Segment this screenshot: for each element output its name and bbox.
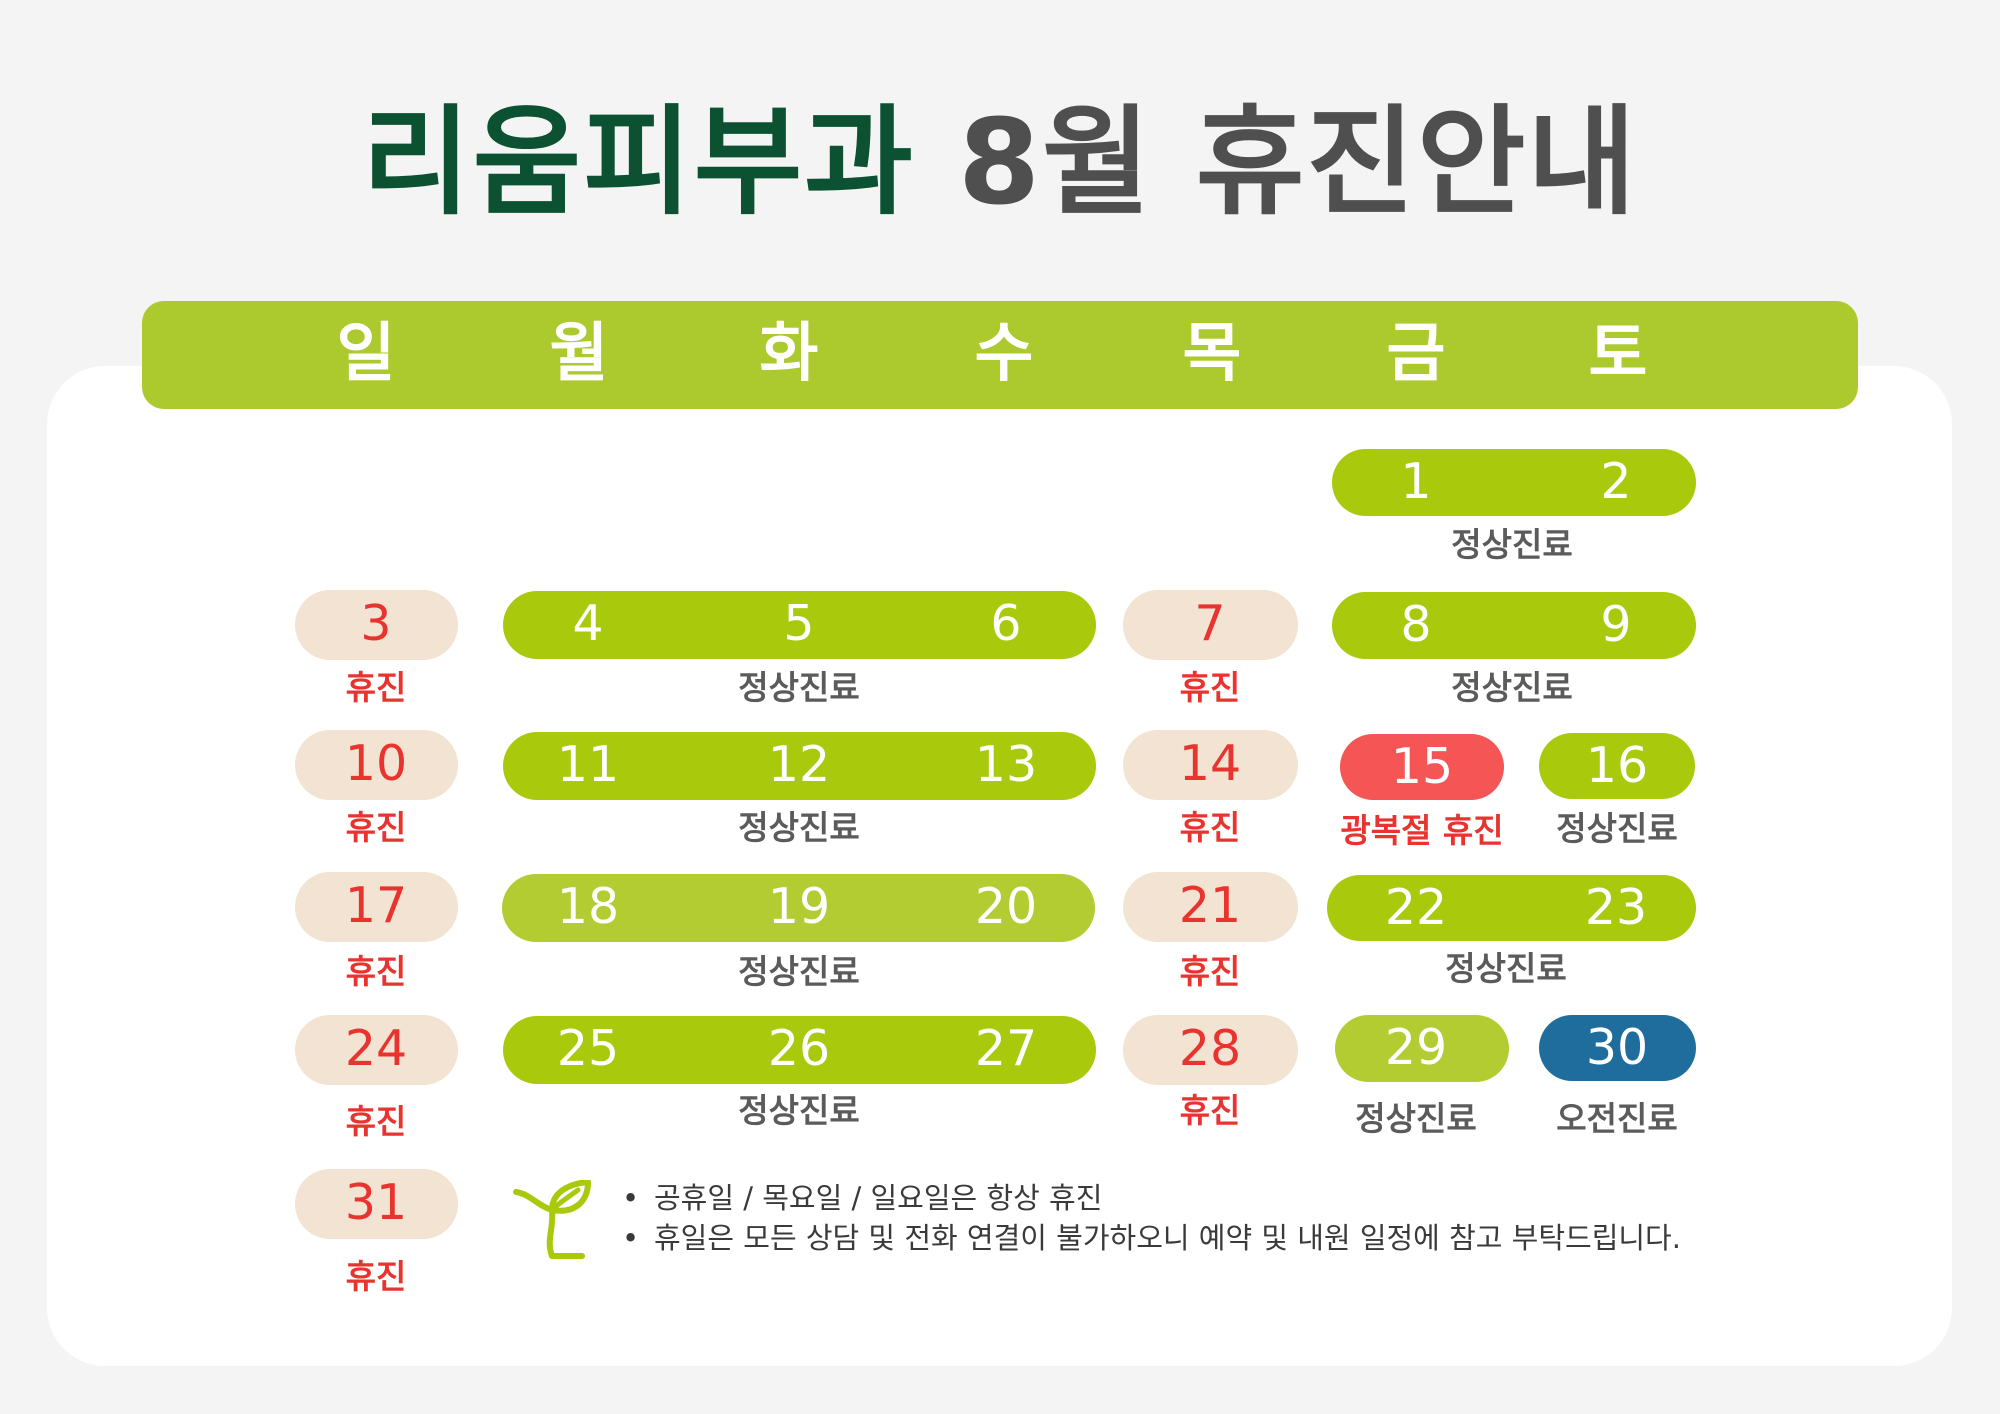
date-6: 6	[990, 595, 1022, 652]
status-closed: 휴진	[1179, 1091, 1241, 1130]
weekday-sat: 토	[1588, 317, 1648, 391]
notice-list: 공휴일 / 목요일 / 일요일은 항상 휴진 휴일은 모든 상담 및 전화 연결…	[622, 1178, 1681, 1258]
weekday-header: 일 월 화 수 목 금 토	[142, 301, 1858, 409]
notice-item: 휴일은 모든 상담 및 전화 연결이 불가하오니 예약 및 내원 일정에 참고 …	[622, 1218, 1681, 1258]
week1-fri-sat-pill	[1332, 449, 1696, 516]
status-normal: 정상진료	[738, 1091, 860, 1130]
date-21: 21	[1178, 877, 1242, 934]
date-17-pill	[295, 872, 458, 942]
date-1: 1	[1400, 453, 1432, 510]
status-closed: 휴진	[1179, 808, 1241, 847]
date-10-pill	[295, 730, 458, 800]
status-closed: 휴진	[345, 668, 407, 707]
date-14: 14	[1178, 735, 1242, 792]
week2-mon-wed-pill	[503, 591, 1096, 659]
date-8: 8	[1400, 596, 1432, 653]
date-12: 12	[767, 736, 831, 793]
date-30: 30	[1585, 1019, 1649, 1076]
date-15: 15	[1390, 738, 1454, 795]
date-14-pill	[1123, 730, 1298, 800]
weekday-mon: 월	[549, 317, 609, 391]
status-normal: 정상진료	[738, 668, 860, 707]
date-28-pill	[1123, 1015, 1298, 1085]
status-normal: 정상진료	[1451, 668, 1573, 707]
week5-mon-wed-pill	[503, 1016, 1096, 1084]
status-normal: 정상진료	[1451, 525, 1573, 564]
date-23: 23	[1584, 879, 1648, 936]
week4-mon-wed-pill	[502, 874, 1095, 942]
title-month-notice: 8월 휴진안내	[957, 93, 1638, 231]
date-4: 4	[572, 595, 604, 652]
status-normal: 정상진료	[738, 952, 860, 991]
weekday-thu: 목	[1182, 317, 1242, 391]
date-27: 27	[974, 1020, 1038, 1077]
status-closed: 휴진	[345, 952, 407, 991]
notice-item: 공휴일 / 목요일 / 일요일은 항상 휴진	[622, 1178, 1681, 1218]
date-3: 3	[360, 595, 392, 652]
status-closed: 휴진	[345, 1257, 407, 1296]
status-normal: 정상진료	[1445, 949, 1567, 988]
date-16-pill	[1539, 733, 1695, 799]
status-normal: 정상진료	[1556, 809, 1678, 848]
clinic-name: 리움피부과	[362, 93, 915, 231]
date-22: 22	[1384, 879, 1448, 936]
page-title: 리움피부과 8월 휴진안내	[0, 93, 2000, 231]
date-21-pill	[1123, 872, 1298, 942]
status-closed: 휴진	[1179, 668, 1241, 707]
date-28: 28	[1178, 1020, 1242, 1077]
date-15-pill	[1340, 734, 1504, 800]
date-24-pill	[295, 1015, 458, 1085]
status-normal: 정상진료	[1355, 1099, 1477, 1138]
status-closed: 휴진	[345, 1102, 407, 1141]
date-30-pill	[1539, 1015, 1696, 1081]
weekday-fri: 금	[1386, 317, 1446, 391]
week2-fri-sat-pill	[1332, 592, 1696, 659]
week4-fri-sat-pill	[1327, 875, 1696, 941]
date-29: 29	[1384, 1019, 1448, 1076]
status-closed: 휴진	[1179, 952, 1241, 991]
date-3-pill	[295, 590, 458, 660]
week3-mon-wed-pill	[503, 732, 1096, 800]
date-11: 11	[556, 736, 620, 793]
date-16: 16	[1585, 737, 1649, 794]
date-24: 24	[344, 1020, 408, 1077]
date-31: 31	[344, 1174, 408, 1231]
status-morning-only: 오전진료	[1556, 1099, 1678, 1138]
date-5: 5	[783, 595, 815, 652]
date-7-pill	[1123, 590, 1298, 660]
date-25: 25	[556, 1020, 620, 1077]
date-18: 18	[556, 878, 620, 935]
date-7: 7	[1194, 595, 1226, 652]
date-26: 26	[767, 1020, 831, 1077]
date-19: 19	[767, 878, 831, 935]
date-17: 17	[344, 877, 408, 934]
status-closed: 휴진	[345, 808, 407, 847]
date-2: 2	[1600, 453, 1632, 510]
status-normal: 정상진료	[738, 808, 860, 847]
date-9: 9	[1600, 596, 1632, 653]
date-13: 13	[974, 736, 1038, 793]
date-29-pill	[1335, 1015, 1509, 1082]
date-20: 20	[974, 878, 1038, 935]
weekday-sun: 일	[336, 317, 396, 391]
date-31-pill	[295, 1169, 458, 1239]
weekday-wed: 수	[974, 317, 1034, 391]
date-10: 10	[344, 735, 408, 792]
status-liberation-day: 광복절 휴진	[1340, 811, 1504, 850]
sprout-icon	[513, 1180, 591, 1259]
weekday-tue: 화	[759, 317, 819, 391]
